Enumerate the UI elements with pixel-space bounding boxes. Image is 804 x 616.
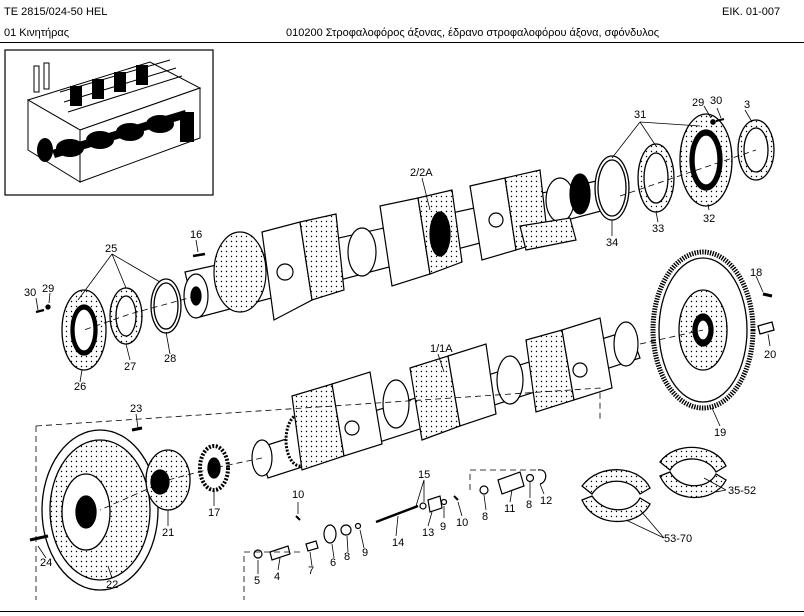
clip-12 xyxy=(537,469,547,485)
callout-22: 22 xyxy=(106,579,118,591)
pin-10-left xyxy=(295,515,301,521)
callout-labels: 3 29 30 31 32 33 34 2/2A 16 25 30 29 26 … xyxy=(24,95,776,591)
rear-bearing-parts xyxy=(594,113,775,221)
callout-30-top: 30 xyxy=(710,95,722,107)
callout-27: 27 xyxy=(124,361,136,373)
callout-23: 23 xyxy=(130,403,142,415)
header-section: 010200 Στροφαλοφόρος άξονας, έδρανο στρο… xyxy=(286,27,660,39)
callout-15: 15 xyxy=(418,469,430,481)
engine-overview-inset xyxy=(4,49,214,196)
bolt-20 xyxy=(757,321,775,335)
ring-8-right xyxy=(479,485,489,495)
crankshaft-lower xyxy=(251,317,641,479)
callout-18: 18 xyxy=(750,267,762,279)
callout-26: 26 xyxy=(74,381,86,393)
callout-30-left: 30 xyxy=(24,287,36,299)
bolt-30 xyxy=(715,118,725,122)
callout-28: 28 xyxy=(164,353,176,365)
header-rule xyxy=(0,42,804,43)
assembly-lines xyxy=(35,149,757,600)
washer-29-left xyxy=(45,304,51,310)
callout-9-right: 9 xyxy=(440,521,446,533)
callout-8-left: 8 xyxy=(344,551,350,563)
callout-10-right: 10 xyxy=(456,517,468,529)
callout-14: 14 xyxy=(392,537,404,549)
callout-8-far: 8 xyxy=(526,499,532,511)
callout-33: 33 xyxy=(652,223,664,235)
header-model: TE 2815/024-50 HEL xyxy=(4,6,108,18)
ring-8-far xyxy=(525,473,535,483)
sleeve-7 xyxy=(305,540,319,552)
plug-11 xyxy=(497,471,525,495)
callout-31: 31 xyxy=(634,109,646,121)
callout-12: 12 xyxy=(540,495,552,507)
callout-32: 32 xyxy=(703,213,715,225)
callout-20: 20 xyxy=(764,349,776,361)
bolt-14 xyxy=(375,504,419,524)
callout-17: 17 xyxy=(208,507,220,519)
ring-8-left xyxy=(340,524,352,536)
pin-23 xyxy=(131,426,143,432)
pin-18 xyxy=(762,292,773,298)
part-6 xyxy=(323,524,337,544)
callout-5: 5 xyxy=(254,575,260,587)
washer-29 xyxy=(710,119,716,125)
pin-16 xyxy=(192,252,206,258)
callout-6: 6 xyxy=(330,557,336,569)
callout-13: 13 xyxy=(422,527,434,539)
callout-1-1a: 1/1A xyxy=(430,343,453,355)
bolt-24 xyxy=(29,534,49,542)
header-page-ref: EIK. 01-007 xyxy=(722,6,781,18)
crankshaft-upper xyxy=(183,169,621,321)
callout-3: 3 xyxy=(744,99,750,111)
ring-9-left xyxy=(354,522,362,530)
callout-25: 25 xyxy=(105,243,117,255)
bolt-30-left xyxy=(35,308,45,314)
callout-2-2a: 2/2A xyxy=(410,167,433,179)
callout-4: 4 xyxy=(274,571,280,583)
callout-11: 11 xyxy=(504,503,515,515)
callout-9-left: 9 xyxy=(362,547,368,559)
leader-lines xyxy=(35,105,771,579)
ring-9-right xyxy=(440,498,448,506)
footer-rule xyxy=(0,611,804,612)
callout-8-right: 8 xyxy=(482,511,488,523)
front-end-parts xyxy=(29,426,230,591)
callout-35-52: 35-52 xyxy=(728,485,756,497)
washer-15 xyxy=(419,502,427,510)
callout-21: 21 xyxy=(162,527,174,539)
plug-13 xyxy=(427,495,443,513)
callout-24: 24 xyxy=(40,557,52,569)
front-seal-parts xyxy=(35,252,206,371)
callout-19: 19 xyxy=(714,427,726,439)
callout-29-top: 29 xyxy=(692,97,704,109)
callout-29-left: 29 xyxy=(42,283,54,295)
header-group: 01 Κινητήρας xyxy=(4,27,70,39)
ring-5 xyxy=(253,549,263,559)
callout-53-70: 53-70 xyxy=(664,533,692,545)
pin-10-right xyxy=(453,495,459,501)
plug-4 xyxy=(269,545,291,561)
callout-10-left: 10 xyxy=(292,489,304,501)
callout-16: 16 xyxy=(190,229,202,241)
callout-34: 34 xyxy=(606,237,618,249)
small-parts xyxy=(253,469,547,561)
bearing-shells xyxy=(581,446,727,523)
callout-7: 7 xyxy=(308,565,314,577)
